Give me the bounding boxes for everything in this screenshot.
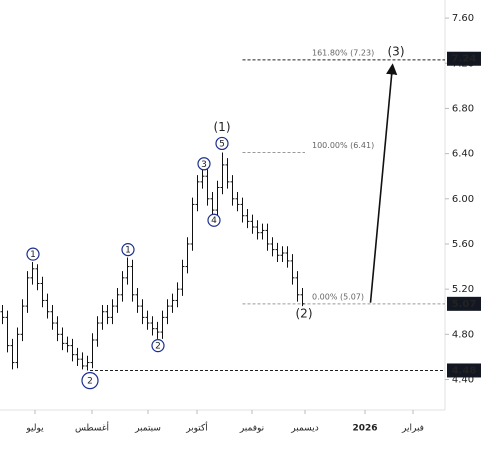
level-label: 100.00% (6.41) [312, 141, 374, 150]
y-tick-label: 6.40 [452, 149, 474, 160]
y-tick-label: 6.80 [452, 103, 474, 114]
x-tick-label: سبتمبر [134, 424, 161, 434]
level-label: 0.00% (5.07) [312, 292, 364, 301]
price-label: 5.07 [452, 299, 477, 310]
price-label-box [447, 296, 481, 311]
y-tick-label: 4.80 [452, 329, 474, 340]
price-label: 4.48 [452, 365, 477, 376]
wave-label: 5 [219, 139, 225, 149]
wave-label: 4 [211, 216, 217, 226]
level-label: 161.80% (7.23) [312, 48, 374, 57]
wave-circle [151, 339, 165, 353]
x-tick-label: يوليو [25, 424, 44, 434]
wave-circle [121, 243, 135, 257]
y-tick-label: 5.20 [452, 284, 474, 295]
x-tick-label: فبراير [401, 424, 424, 434]
y-tick-label: 6.00 [452, 194, 474, 205]
wave-circle [81, 372, 99, 390]
wave-label: 3 [201, 160, 207, 170]
y-tick-label: 7.60 [452, 13, 474, 24]
price-label: 7.24 [452, 54, 477, 65]
x-tick-label: أغسطس [75, 422, 109, 434]
wave-circle [26, 247, 40, 261]
wave-label: 1 [125, 246, 131, 256]
x-tick-label: ديسمبر [290, 424, 318, 434]
x-tick-label: 2026 [352, 424, 377, 434]
x-tick-label: نوفمبر [239, 424, 264, 434]
wave-label: (1) [214, 120, 231, 134]
wave-circle [207, 213, 221, 227]
wave-circle [197, 157, 211, 171]
x-tick-label: أكتوبر [185, 422, 208, 434]
arrow [369, 63, 398, 303]
price-label-box [447, 363, 481, 378]
wave-label: (3) [388, 44, 405, 58]
wave-label: 2 [87, 377, 93, 387]
y-tick-label: 5.60 [452, 239, 474, 250]
wave-label: 1 [30, 250, 36, 260]
wave-label: (2) [296, 306, 313, 320]
wave-label: 2 [155, 342, 161, 352]
y-tick-label: 4.40 [452, 375, 474, 386]
price-label-box [447, 51, 481, 66]
wave-circle [215, 136, 229, 151]
